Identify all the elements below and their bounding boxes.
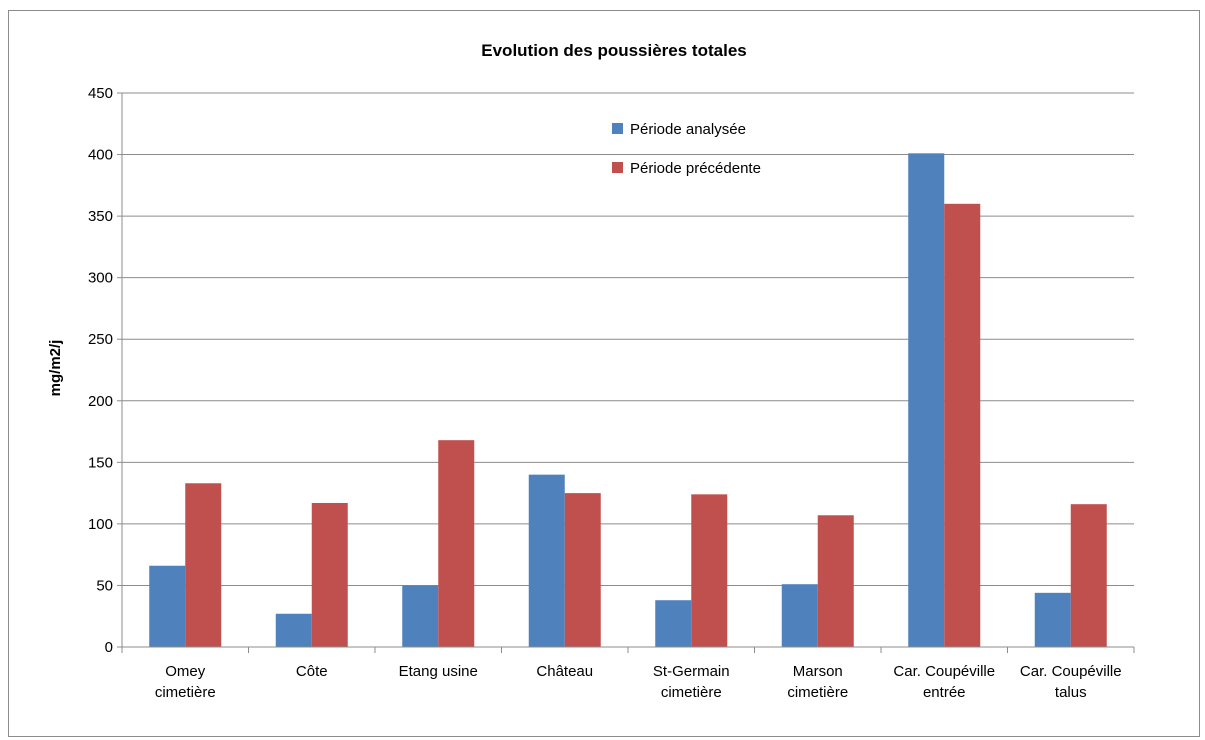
legend-label: Période analysée (630, 121, 746, 138)
bar-periode-precedente (944, 203, 981, 648)
bar-periode-analysee (908, 153, 945, 647)
category-label: cimetière (155, 684, 216, 701)
bar-periode-analysee (655, 600, 692, 647)
category-label: Car. Coupéville (893, 663, 995, 680)
category-label: Car. Coupéville (1020, 663, 1122, 680)
bar-periode-analysee (781, 584, 818, 647)
category-label: Etang usine (399, 663, 478, 680)
y-tick-label: 450 (88, 85, 113, 102)
category-label: Marson (793, 663, 843, 680)
bar-periode-precedente (185, 483, 222, 647)
category-label: talus (1055, 684, 1087, 701)
bar-periode-analysee (149, 565, 186, 647)
legend-label: Période précédente (630, 160, 761, 177)
legend: Période analysée Période précédente (612, 121, 761, 177)
chart-frame: Evolution des poussières totales mg/m2/j… (8, 10, 1200, 737)
legend-swatch (612, 123, 623, 134)
y-tick-label: 400 (88, 147, 113, 164)
y-tick-labels: 0 50 100 150 200 250 300 350 400 450 (88, 85, 113, 656)
y-axis-label: mg/m2/j (47, 340, 64, 397)
category-label: Côte (296, 663, 328, 680)
y-tick-label: 150 (88, 454, 113, 471)
y-tick-label: 300 (88, 270, 113, 287)
y-tick-label: 0 (105, 639, 113, 656)
category-label: cimetière (787, 684, 848, 701)
axis-layer (117, 92, 1135, 653)
y-tick-label: 250 (88, 331, 113, 348)
bar-periode-analysee (1034, 592, 1071, 647)
bar-layer (149, 153, 1107, 648)
category-labels: Omey cimetière Côte Etang usine Château St-Ge… (155, 663, 1122, 701)
bar-periode-analysee (402, 585, 439, 647)
bar-periode-precedente (817, 515, 854, 647)
chart-svg: Evolution des poussières totales mg/m2/j… (47, 41, 1135, 701)
bar-periode-precedente (311, 502, 348, 647)
category-label: Château (536, 663, 593, 680)
y-tick-label: 350 (88, 208, 113, 225)
y-tick-label: 100 (88, 516, 113, 533)
bar-periode-precedente (564, 493, 601, 647)
bar-periode-precedente (691, 494, 728, 647)
bar-periode-analysee (275, 613, 312, 647)
chart-title: Evolution des poussières totales (481, 41, 746, 60)
category-label: cimetière (661, 684, 722, 701)
legend-swatch (612, 162, 623, 173)
bar-periode-analysee (528, 474, 565, 647)
category-label: St-Germain (653, 663, 730, 680)
bar-periode-precedente (438, 440, 475, 647)
y-tick-label: 50 (96, 577, 113, 594)
y-tick-label: 200 (88, 393, 113, 410)
category-label: Omey (165, 663, 206, 680)
category-label: entrée (923, 684, 966, 701)
bar-periode-precedente (1070, 504, 1107, 647)
grid-layer (122, 92, 1134, 586)
